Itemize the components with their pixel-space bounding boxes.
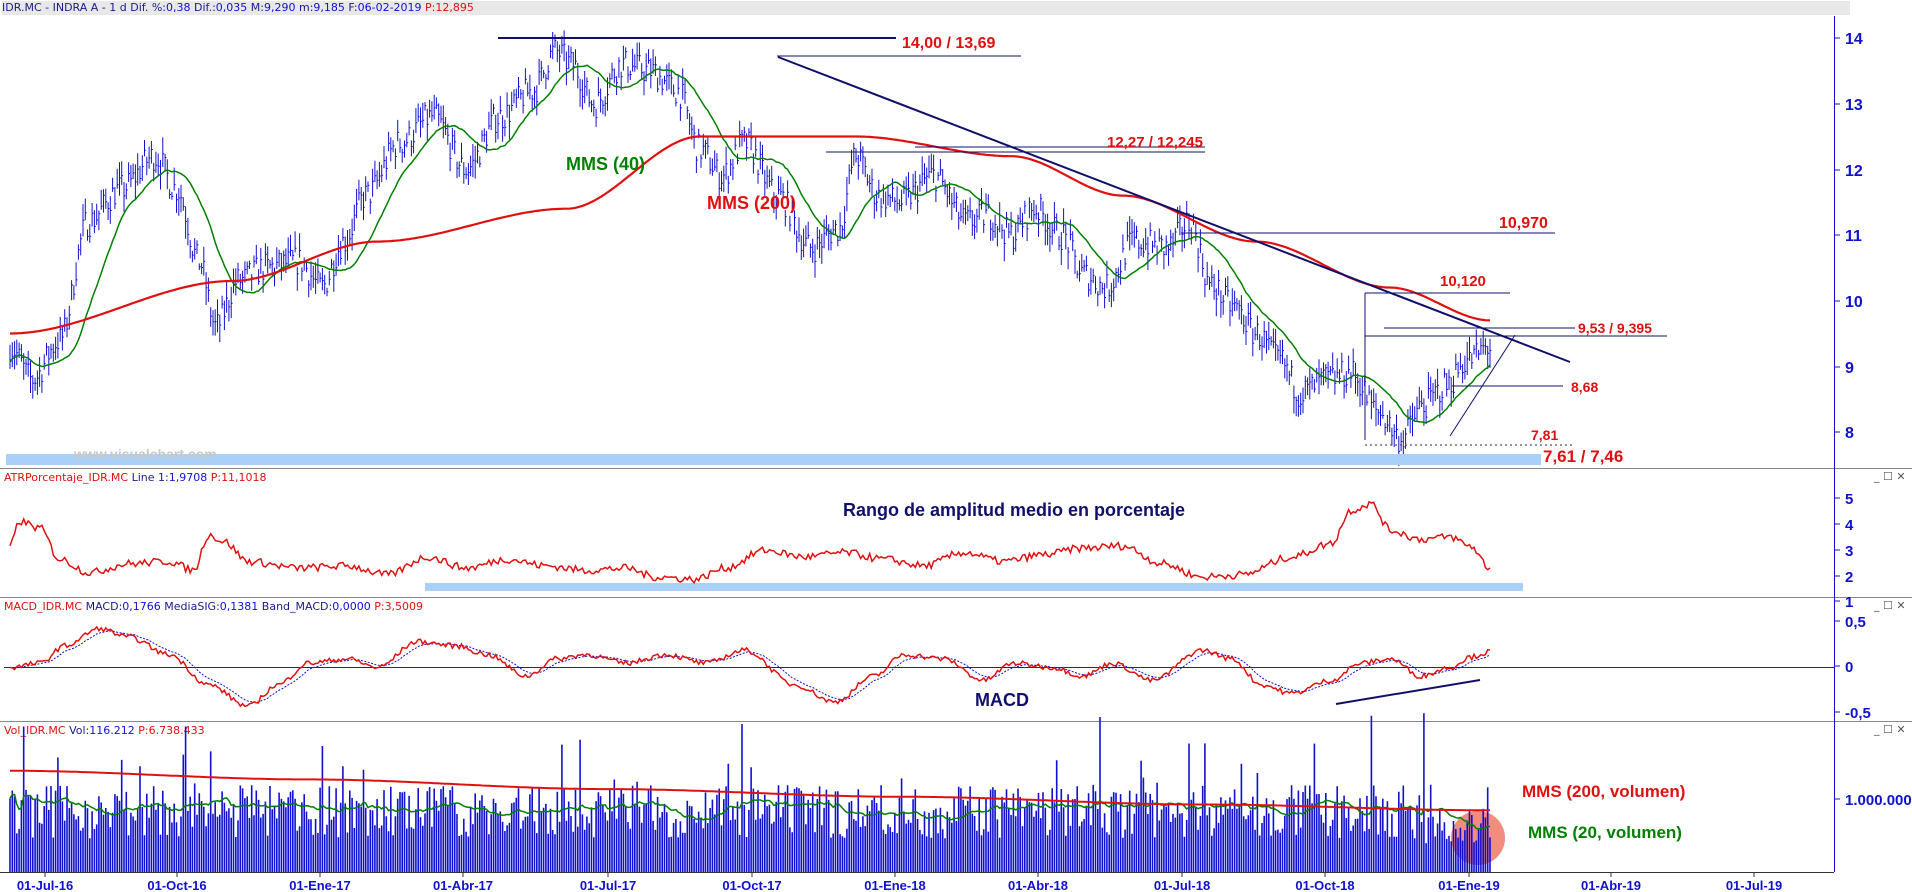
x-tick-label: 01-Jul-17 [580,878,636,892]
macd-panel-header: MACD_IDR.MC MACD:0,1766 MediaSIG:0,1381 … [4,600,424,613]
annotation-mms40: MMS (40) [566,154,645,174]
macd-divergence-line [1335,679,1481,705]
x-tick-label: 01-Oct-17 [722,878,781,892]
annotation-s3: 7,61 / 7,46 [1543,447,1623,466]
atr-y-tick-label: 3 [1845,543,1853,560]
vol-panel-controls[interactable]: _ ☐ ✕ [1874,723,1906,736]
macd-panel [4,625,1834,708]
atr-panel-header: ATRPorcentaje_IDR.MC Line 1:1,9708 P:11,… [4,471,267,484]
x-tick-label: 01-Jul-16 [17,878,73,892]
atr-y-tick-label: 5 [1845,491,1853,508]
vol-panel-header: Vol_IDR.MC Vol:116.212 P:6.738.433 [4,724,205,737]
price-y-tick-label: 8 [1845,425,1854,442]
macd-y-tick-label: 0 [1845,659,1853,676]
atr-y-tick-label: 4 [1845,517,1854,534]
rising-wedge-line [1449,334,1516,437]
price-y-tick-label: 10 [1845,294,1863,311]
annotation-top: 14,00 / 13,69 [902,35,996,52]
x-tick-label: 01-Ene-19 [1438,878,1499,892]
atr-title: Rango de amplitud medio en porcentaje [843,500,1185,520]
atr-y-tick-label: 2 [1845,569,1853,586]
price-y-tick-label: 11 [1845,228,1862,245]
price-panel [6,30,1667,466]
mms40-line [9,64,1491,424]
atr-line [9,500,1491,585]
price-panel-header: IDR.MC - INDRA A - 1 d Dif. %:0,38 Dif.:… [2,1,1850,15]
volume-mms200-line [10,769,1490,812]
main-downtrend-line [777,56,1571,363]
x-tick-label: 01-Abr-17 [433,878,493,892]
volume-panel [9,713,1505,872]
x-tick-label: 01-Ene-18 [864,878,925,892]
atr-y-tick-label: 1 [1845,594,1853,611]
panel-frames [0,16,1912,872]
x-tick-label: 01-Ene-17 [289,878,350,892]
annotation-r1: 12,27 / 12,245 [1107,134,1203,151]
x-tick-label: 01-Oct-16 [147,878,206,892]
x-tick-label: 01-Abr-19 [1581,878,1641,892]
vol-mms200-label: MMS (200, volumen) [1522,782,1685,801]
macd-title: MACD [975,690,1029,710]
price-y-tick-label: 9 [1845,360,1854,377]
annotation-r2: 10,970 [1499,215,1548,232]
vol-y-tick-label: 1.000.000 [1845,792,1912,809]
x-axis: 01-Jul-16 01-Oct-16 01-Ene-17 01-Abr-17 01-J… [0,872,1834,892]
x-tick-label: 01-Oct-18 [1295,878,1354,892]
macd-signal-line [10,630,1491,703]
price-y-tick-label: 13 [1845,97,1863,114]
annotation-s2: 7,81 [1531,427,1558,443]
support-band-761-746 [6,454,1541,465]
macd-panel-controls[interactable]: _ ☐ ✕ [1874,599,1906,612]
annotation-r3: 10,120 [1440,273,1486,290]
annotation-s1: 8,68 [1571,379,1598,395]
x-tick-label: 01-Jul-18 [1154,878,1210,892]
volume-bars [9,713,1491,872]
annotation-mms200: MMS (200) [707,193,796,213]
volume-mms20-line [9,793,1491,830]
y-axes: 14 13 12 11 10 9 8 5 4 3 2 1 0,5 0 -0,5 1.000.000 [1834,31,1912,809]
macd-line [9,625,1491,708]
atr-support-band [425,583,1523,591]
atr-panel-controls[interactable]: _ ☐ ✕ [1874,470,1906,483]
mms200-line [10,135,1491,335]
macd-y-tick-label: -0,5 [1845,705,1871,722]
price-bars [9,30,1492,466]
macd-y-tick-label: 0,5 [1845,614,1866,631]
price-y-tick-label: 14 [1845,31,1863,48]
watermark: www.visualchart.com [73,446,217,462]
symbol-label: IDR.MC - INDRA A - 1 d [2,1,127,14]
x-tick-label: 01-Jul-19 [1726,878,1782,892]
annotation-r4: 9,53 / 9,395 [1578,320,1652,336]
atr-panel [9,500,1523,591]
price-y-tick-label: 12 [1845,163,1863,180]
vol-mms20-label: MMS (20, volumen) [1528,823,1682,842]
x-tick-label: 01-Abr-18 [1008,878,1068,892]
